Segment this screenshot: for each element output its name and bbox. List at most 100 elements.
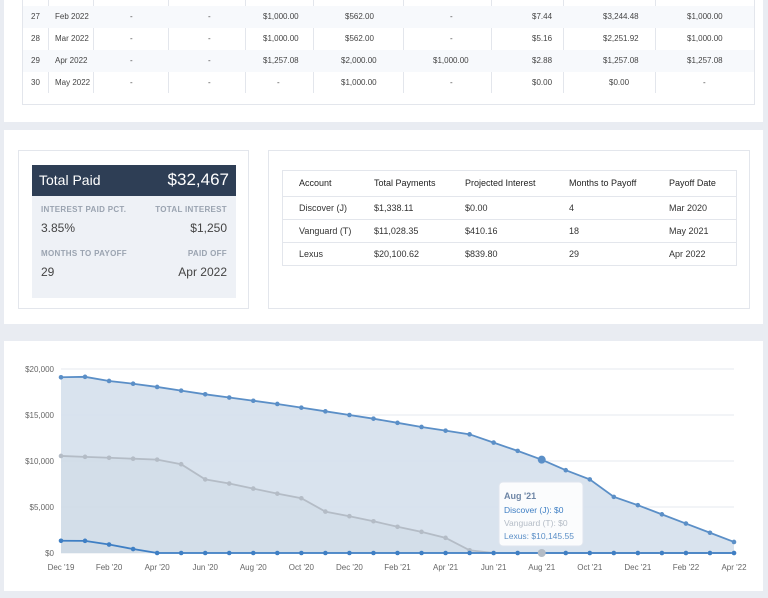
data-point[interactable] bbox=[250, 486, 256, 491]
data-point[interactable] bbox=[659, 550, 665, 556]
data-point[interactable] bbox=[443, 535, 448, 541]
data-point[interactable] bbox=[299, 495, 304, 501]
data-point[interactable] bbox=[371, 416, 376, 421]
data-point[interactable] bbox=[202, 550, 208, 556]
data-point[interactable] bbox=[419, 529, 424, 535]
data-point[interactable] bbox=[323, 409, 328, 414]
data-point[interactable] bbox=[563, 550, 569, 556]
data-point[interactable] bbox=[683, 550, 689, 556]
data-point[interactable] bbox=[178, 550, 184, 556]
data-point[interactable] bbox=[587, 477, 593, 482]
data-point[interactable] bbox=[563, 467, 569, 473]
column-header: Account bbox=[299, 178, 332, 188]
data-point[interactable] bbox=[106, 455, 112, 461]
data-point[interactable] bbox=[106, 378, 112, 384]
data-point[interactable] bbox=[419, 550, 424, 556]
data-point[interactable] bbox=[130, 456, 136, 461]
data-point[interactable] bbox=[82, 454, 88, 460]
data-point[interactable] bbox=[226, 481, 232, 486]
data-point[interactable] bbox=[347, 412, 352, 418]
data-point[interactable] bbox=[683, 521, 689, 526]
data-point[interactable] bbox=[299, 550, 304, 556]
cell: $1,000.00 bbox=[433, 56, 469, 65]
data-point[interactable] bbox=[130, 381, 136, 387]
data-point[interactable] bbox=[707, 530, 713, 536]
data-point[interactable] bbox=[250, 550, 256, 556]
cell: $410.16 bbox=[465, 226, 498, 236]
col-divider bbox=[93, 0, 94, 93]
data-point[interactable] bbox=[659, 512, 665, 517]
cell: - bbox=[208, 12, 211, 21]
data-point[interactable] bbox=[491, 550, 496, 556]
data-point[interactable] bbox=[154, 457, 160, 462]
table-header-row: Account Total Payments Projected Interes… bbox=[283, 171, 736, 196]
data-point[interactable] bbox=[58, 538, 64, 544]
cell: - bbox=[130, 78, 133, 87]
data-point[interactable] bbox=[491, 440, 496, 445]
data-point[interactable] bbox=[202, 392, 208, 397]
data-point[interactable] bbox=[154, 550, 160, 556]
data-point[interactable] bbox=[154, 384, 160, 390]
data-point[interactable] bbox=[178, 388, 184, 393]
data-point[interactable] bbox=[707, 550, 713, 556]
data-point[interactable] bbox=[178, 461, 184, 467]
cell: - bbox=[130, 12, 133, 21]
data-point[interactable] bbox=[731, 550, 737, 556]
data-point[interactable] bbox=[515, 550, 520, 556]
paid-off-value: Apr 2022 bbox=[178, 265, 227, 279]
data-point[interactable] bbox=[587, 550, 593, 556]
data-point[interactable] bbox=[226, 550, 232, 556]
data-point[interactable] bbox=[467, 550, 472, 556]
hover-marker bbox=[537, 549, 546, 557]
data-point[interactable] bbox=[371, 550, 376, 556]
data-point[interactable] bbox=[395, 550, 400, 556]
data-point[interactable] bbox=[635, 550, 641, 556]
data-point[interactable] bbox=[443, 550, 448, 556]
data-point[interactable] bbox=[443, 428, 448, 433]
data-point[interactable] bbox=[347, 550, 352, 556]
cell: 18 bbox=[569, 226, 580, 236]
cell: $562.00 bbox=[345, 12, 374, 21]
data-point[interactable] bbox=[299, 405, 304, 410]
data-point[interactable] bbox=[395, 524, 400, 530]
data-point[interactable] bbox=[731, 539, 737, 545]
data-point[interactable] bbox=[467, 432, 472, 437]
account-name: Discover (J) bbox=[299, 203, 348, 213]
data-point[interactable] bbox=[275, 550, 280, 556]
cell: $1,000.00 bbox=[263, 34, 299, 43]
data-point[interactable] bbox=[611, 494, 617, 500]
data-point[interactable] bbox=[275, 491, 280, 496]
data-point[interactable] bbox=[347, 513, 352, 519]
data-point[interactable] bbox=[130, 546, 136, 552]
cell: 4 bbox=[569, 203, 575, 213]
data-point[interactable] bbox=[323, 509, 328, 514]
cell: - bbox=[130, 56, 133, 65]
data-point[interactable] bbox=[58, 453, 64, 459]
data-point[interactable] bbox=[82, 538, 88, 544]
cell: $3,244.48 bbox=[603, 12, 639, 21]
data-point[interactable] bbox=[250, 398, 256, 404]
data-point[interactable] bbox=[635, 502, 641, 508]
data-point[interactable] bbox=[537, 455, 546, 464]
data-point[interactable] bbox=[202, 477, 208, 482]
cell: $1,000.00 bbox=[687, 34, 723, 43]
schedule-card: 27 Feb 2022 - - $1,000.00 $562.00 - $7.4… bbox=[4, 0, 763, 122]
schedule-table: 27 Feb 2022 - - $1,000.00 $562.00 - $7.4… bbox=[22, 0, 755, 105]
cell: Mar 2020 bbox=[669, 203, 708, 213]
balance-chart[interactable]: $0 $5,000 $10,000 $15,000 $20,000 Dec '19 Feb… bbox=[4, 341, 763, 591]
data-point[interactable] bbox=[323, 550, 328, 556]
data-point[interactable] bbox=[371, 518, 376, 524]
data-point[interactable] bbox=[419, 424, 424, 430]
y-tick-label: $0 bbox=[45, 549, 54, 558]
y-tick-label: $10,000 bbox=[25, 457, 54, 466]
series-area bbox=[61, 540, 734, 553]
data-point[interactable] bbox=[106, 542, 112, 547]
data-point[interactable] bbox=[395, 420, 400, 426]
data-point[interactable] bbox=[515, 448, 520, 454]
x-tick-label: Oct '21 bbox=[577, 563, 603, 572]
data-point[interactable] bbox=[58, 374, 64, 380]
data-point[interactable] bbox=[611, 550, 617, 556]
data-point[interactable] bbox=[226, 395, 232, 400]
data-point[interactable] bbox=[82, 374, 88, 380]
data-point[interactable] bbox=[275, 401, 280, 407]
